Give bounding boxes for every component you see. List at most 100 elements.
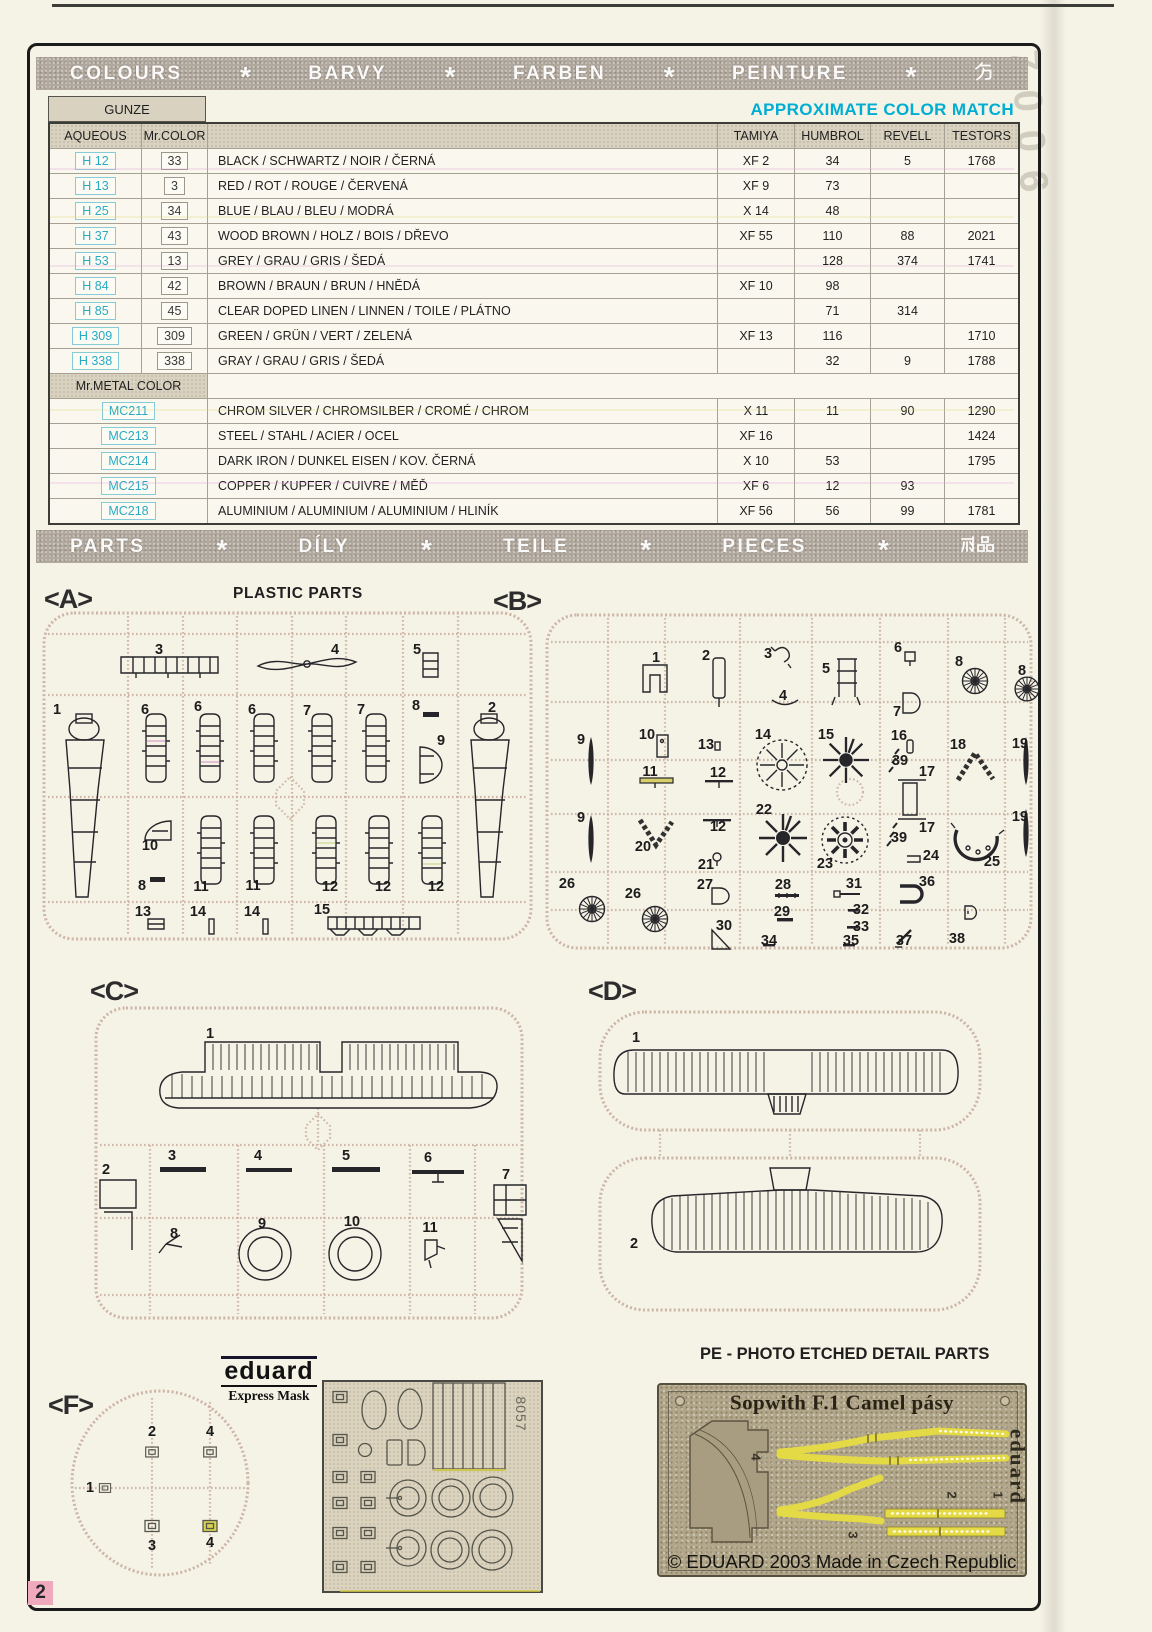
part-number: 39 [890,830,908,846]
table-cell: 53 [795,449,871,473]
part-number: 10 [343,1214,361,1230]
pe-part-number: 2 [944,1491,960,1499]
part-number: 12 [321,879,339,895]
star-icon: * [421,533,432,565]
table-cell: 116 [795,324,871,348]
table-cell: XF 9 [718,174,795,198]
table-cell: XF 16 [718,424,795,448]
table-cell: X 10 [718,449,795,473]
paint-code-chip: 42 [160,277,189,295]
part-number: 11 [642,764,658,780]
table-cell: MC213 [50,424,208,448]
table-cell: H 37 [50,224,142,248]
pe-fret-copyright: © EDUARD 2003 Made in Czech Republic [667,1551,1017,1572]
part-number: 36 [918,874,936,890]
table-cell [871,174,945,198]
star-icon: * [905,60,917,92]
part-number: 10 [638,727,656,743]
sprue-c [94,1006,527,1320]
paint-code-chip: H 84 [75,277,116,295]
part-number: 8 [954,654,964,670]
table-cell: X 11 [718,399,795,423]
pe-part-number: 1 [990,1491,1006,1499]
paint-code-chip: 34 [160,202,189,220]
table-cell: 32 [795,349,871,373]
table-cell: 1795 [967,454,996,468]
star-icon: * [216,533,228,565]
table-cell: H 12 [50,149,142,173]
part-number: 26 [558,876,576,892]
part-number: 8 [411,698,421,714]
pe-parts-title: PE - PHOTO ETCHED DETAIL PARTS [700,1345,990,1363]
table-cell: 93 [871,474,945,498]
paint-code-chip: 45 [160,302,189,320]
color-row: H 338 338 GRAY / GRAU / GRIS / ŠEDÁ 32 9 1788 [50,348,1018,373]
part-number: 23 [816,856,834,872]
part-number: 15 [817,727,835,743]
table-column-header-row: AQUEOUS Mr.COLOR TAMIYA HUMBROL REVELL T… [50,124,1018,148]
table-cell: MC218 [50,499,208,523]
column-header-spacer [208,124,718,148]
part-number: 13 [697,737,715,753]
paint-code-chip: H 53 [75,252,116,270]
scan-edge-line [52,4,1114,7]
part-number: 3 [154,642,164,658]
table-body: AQUEOUS Mr.COLOR TAMIYA HUMBROL REVELL T… [48,122,1020,525]
table-cell [871,274,945,298]
part-number: 5 [821,661,831,677]
part-number: 15 [313,902,331,918]
table-cell: XF 2 [718,149,795,173]
color-row: H 53 13 GREY / GRAU / GRIS / ŠEDÁ 128 374 174… [50,248,1018,273]
sprue-f [70,1389,250,1577]
table-cell: GREY / GRAU / GRIS / ŠEDÁ [208,249,718,273]
metal-color-row: MC213 STEEL / STAHL / ACIER / OCEL XF 16 14… [50,423,1018,448]
part-number: 38 [948,931,966,947]
table-cell [871,199,945,223]
sprue-b-label: <B> [493,586,542,616]
table-cell: H 53 [50,249,142,273]
paint-code-chip: 3 [164,177,185,195]
part-number: 17 [918,764,936,780]
star-icon: * [878,533,889,565]
table-cell: 128 [795,249,871,273]
table-cell: 34 [142,199,208,223]
table-cell: 43 [142,224,208,248]
part-number: 19 [1011,736,1029,752]
table-cell: 88 [871,224,945,248]
part-number: 2 [147,1424,157,1440]
color-row: H 309 309 GREEN / GRÜN / VERT / ZELENÁ XF 1… [50,323,1018,348]
part-number: 6 [893,640,903,656]
table-cell [718,249,795,273]
color-rows: H 12 33 BLACK / SCHWARTZ / NOIR / ČERNÁ XF … [50,148,1018,373]
part-number: 4 [205,1535,215,1551]
paint-code-chip: H 309 [71,327,120,345]
part-number: 14 [189,904,207,920]
column-header: REVELL [871,124,945,148]
table-cell: 1788 [967,354,996,368]
part-number: 12 [374,879,392,895]
part-number: 30 [715,918,733,934]
paint-code-chip: MC215 [101,477,156,495]
part-number: 6 [193,699,203,715]
column-header: AQUEOUS [50,124,142,148]
part-number: 26 [624,886,642,902]
sprue-a [42,611,533,941]
part-number: 2 [487,700,497,716]
part-number: 4 [330,642,340,658]
metal-color-section-row: Mr.METAL COLOR [50,373,1018,398]
plastic-parts-title: PLASTIC PARTS [233,585,363,602]
part-number: 32 [852,902,870,918]
part-number: 34 [760,933,778,949]
part-number: 3 [147,1538,157,1554]
metal-rows: MC211 CHROM SILVER / CHROMSILBER / CROMÉ … [50,398,1018,523]
bar-word: PEINTURE [732,62,849,84]
color-row: H 25 34 BLUE / BLAU / BLEU / MODRÁ X 14 48 [50,198,1018,223]
part-number: 14 [754,727,772,743]
table-cell: CLEAR DOPED LINEN / LINNEN / TOILE / PLÁ… [208,299,718,323]
paint-code-chip: 33 [160,152,189,170]
table-cell: 1710 [967,329,996,343]
pe-fret-inner-border [668,1391,1018,1571]
table-cell: 73 [795,174,871,198]
